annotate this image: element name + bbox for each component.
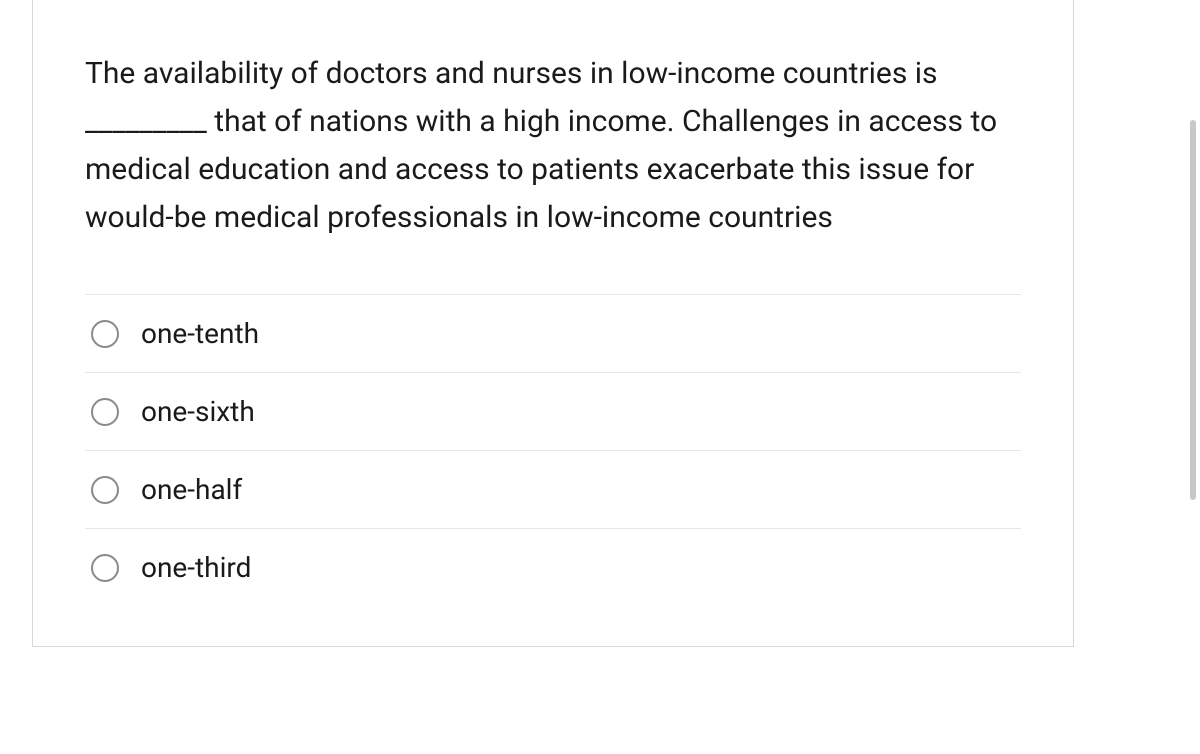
options-list: one-tenth one-sixth one-half one-third [85, 294, 1021, 606]
radio-icon [91, 476, 119, 504]
option-one-tenth[interactable]: one-tenth [85, 294, 1021, 372]
question-text: The availability of doctors and nurses i… [85, 50, 1021, 242]
option-one-sixth[interactable]: one-sixth [85, 372, 1021, 450]
radio-icon [91, 554, 119, 582]
option-one-half[interactable]: one-half [85, 450, 1021, 528]
question-card: The availability of doctors and nurses i… [32, 0, 1074, 647]
option-label: one-tenth [141, 317, 259, 350]
scrollbar[interactable] [1190, 120, 1196, 500]
option-label: one-third [141, 551, 251, 584]
radio-icon [91, 320, 119, 348]
option-label: one-half [141, 473, 242, 506]
option-label: one-sixth [141, 395, 255, 428]
radio-icon [91, 398, 119, 426]
option-one-third[interactable]: one-third [85, 528, 1021, 606]
